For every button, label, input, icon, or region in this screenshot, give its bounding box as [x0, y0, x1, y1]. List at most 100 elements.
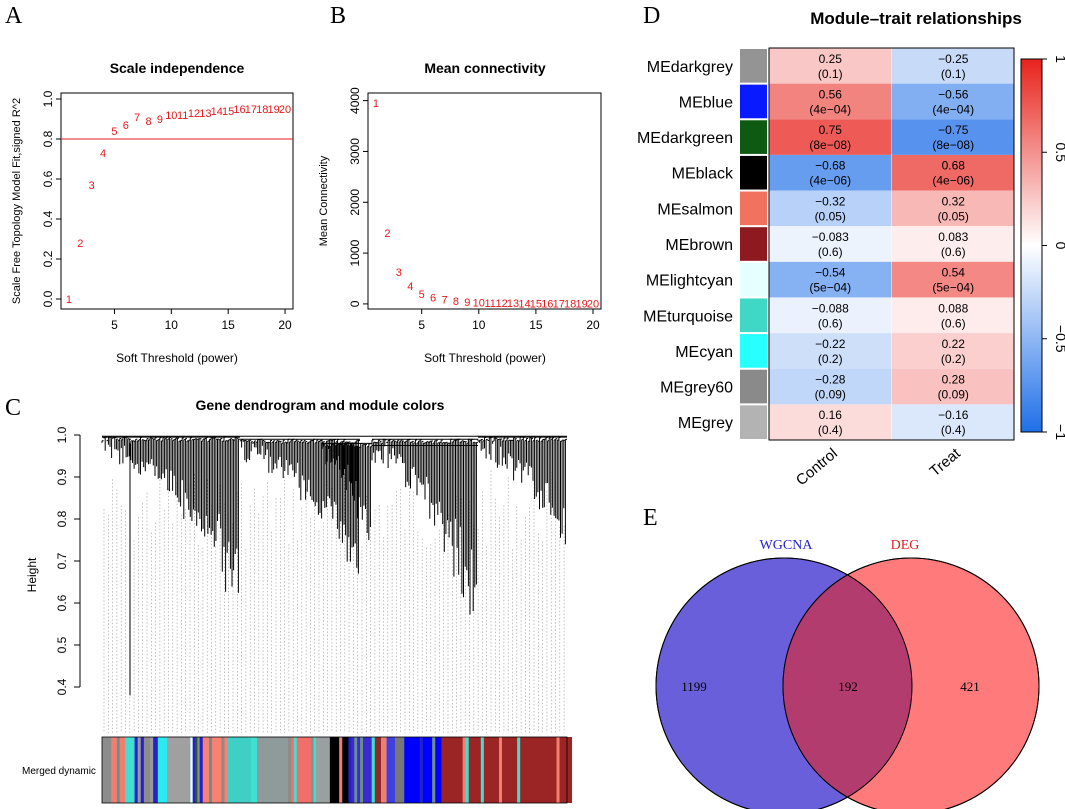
colorbar — [1020, 58, 1043, 433]
module-band-salmon — [215, 737, 219, 803]
panel-b-x-axis: 5 10 15 20 — [418, 309, 600, 332]
module-band-black — [339, 737, 343, 803]
point-label-10: 10 — [165, 110, 177, 122]
module-band-brown — [547, 737, 551, 803]
module-band-black — [336, 737, 340, 803]
row-label: MEgrey60 — [660, 380, 733, 397]
module-band-blue — [429, 737, 433, 803]
heatmap-cell — [769, 368, 892, 405]
point-label-8: 8 — [453, 296, 459, 308]
point-label-13: 13 — [507, 298, 519, 310]
venn-circle-deg-outline — [782, 557, 1040, 809]
module-band-grey60 — [257, 737, 261, 803]
panel-a-ylabel: Scale Free Topology Model Fit,signed R^2 — [11, 98, 23, 304]
point-label-19: 19 — [575, 299, 587, 311]
cell-pvalue: (0.4) — [941, 423, 966, 437]
module-band-grey — [187, 737, 191, 803]
point-label-4: 4 — [100, 148, 106, 160]
c-y-tick-label-1: 0.5 — [55, 636, 69, 653]
module-band-blue — [419, 737, 424, 803]
module-band-brown — [523, 737, 527, 803]
heatmap-cell — [892, 83, 1015, 120]
module-band-brown — [538, 737, 542, 803]
module-band-brown — [480, 737, 485, 803]
module-swatch — [740, 155, 767, 190]
point-label-20: 20 — [587, 299, 599, 311]
module-band-blue — [392, 737, 396, 803]
cell-pvalue: (4e−06) — [809, 174, 851, 188]
point-label-7: 7 — [134, 112, 140, 124]
heatmap-row-MEblue: MEblue 0.56(4e−04)−0.56(4e−04) — [679, 83, 1015, 120]
module-band-turquoise — [125, 737, 129, 803]
dendrogram-leaf-lines — [103, 470, 565, 733]
module-band-brown — [465, 737, 470, 803]
module-band-darkgreen — [197, 737, 201, 803]
y-tick-label-0: 0.0 — [41, 290, 55, 307]
module-band-grey60 — [134, 737, 139, 803]
heatmap-cell — [892, 48, 1015, 84]
module-band-brown — [495, 737, 500, 803]
module-band-salmon — [290, 737, 295, 803]
module-band-salmon — [296, 737, 301, 803]
module-band-grey60 — [275, 737, 280, 803]
point-label-9: 9 — [464, 297, 470, 309]
module-band-salmon — [119, 737, 123, 803]
c-y-tick-label-5: 0.9 — [55, 468, 69, 485]
point-label-15: 15 — [530, 298, 542, 310]
module-band-salmon — [111, 737, 115, 803]
module-band-brown — [562, 737, 566, 803]
row-label: MEturquoise — [643, 308, 733, 325]
module-band-brown — [559, 737, 563, 803]
panel-b-frame — [367, 92, 602, 310]
point-label-17: 17 — [553, 299, 565, 311]
module-band-turquoise — [236, 737, 240, 803]
cell-value: −0.68 — [815, 159, 846, 173]
module-band-lightcyan — [192, 737, 196, 803]
module-swatch — [740, 191, 767, 226]
module-band-grey60 — [278, 737, 283, 803]
module-band-salmon — [224, 737, 228, 803]
module-band-brown — [553, 737, 557, 803]
cell-pvalue: (0.2) — [818, 352, 843, 366]
cell-pvalue: (0.05) — [815, 209, 846, 223]
module-swatch — [740, 298, 767, 333]
module-band-grey — [175, 737, 180, 803]
column-label-Treat: Treat — [927, 445, 965, 481]
point-label-11: 11 — [484, 298, 495, 310]
module-band-turquoise — [242, 737, 246, 803]
heatmap-row-MEdarkgreen: MEdarkgreen 0.75(8e−08)−0.75(8e−08) — [637, 119, 1015, 155]
module-band-brown — [517, 737, 521, 803]
cell-pvalue: (8e−08) — [809, 138, 851, 152]
module-band-salmon — [199, 737, 204, 803]
colorbar-tick-label: 0.5 — [1053, 143, 1065, 163]
module-band-blue — [354, 737, 358, 803]
module-band-black — [332, 737, 337, 803]
module-band-darkgrey — [401, 737, 405, 803]
heatmap-cell — [892, 226, 1015, 262]
x-tick-label-2: 15 — [221, 318, 235, 332]
venn-count-deg-only: 421 — [960, 679, 980, 694]
colorbar-ticks: 1 0.5 0 −0.5 −1 — [1042, 55, 1065, 440]
module-band-grey60 — [143, 737, 148, 803]
cell-value: −0.22 — [815, 337, 846, 351]
heatmap-cell — [892, 119, 1015, 155]
module-band-grey — [181, 737, 185, 803]
row-label: MEdarkgrey — [647, 59, 733, 76]
point-label-1: 1 — [66, 294, 72, 306]
module-band-brown — [462, 737, 467, 803]
y-tick-label-1: 1000 — [348, 239, 362, 266]
heatmap-row-MEcyan: MEcyan −0.22(0.2)0.22(0.2) — [675, 333, 1015, 369]
point-label-9: 9 — [157, 114, 163, 126]
colorbar-tick-label: 0 — [1053, 242, 1065, 250]
cell-value: 0.68 — [942, 159, 966, 173]
module-band-grey60 — [150, 737, 154, 803]
c-y-tick-label-6: 1.0 — [55, 426, 69, 443]
panel-a-letter: A — [5, 3, 23, 29]
module-band-blue — [155, 737, 159, 803]
module-band-blue — [383, 737, 387, 803]
panel-b-y-axis: 0 1000 2000 3000 4000 — [348, 87, 368, 307]
module-band-blue — [435, 737, 439, 803]
heatmap-cell — [769, 190, 892, 227]
cell-value: 0.54 — [942, 266, 966, 280]
